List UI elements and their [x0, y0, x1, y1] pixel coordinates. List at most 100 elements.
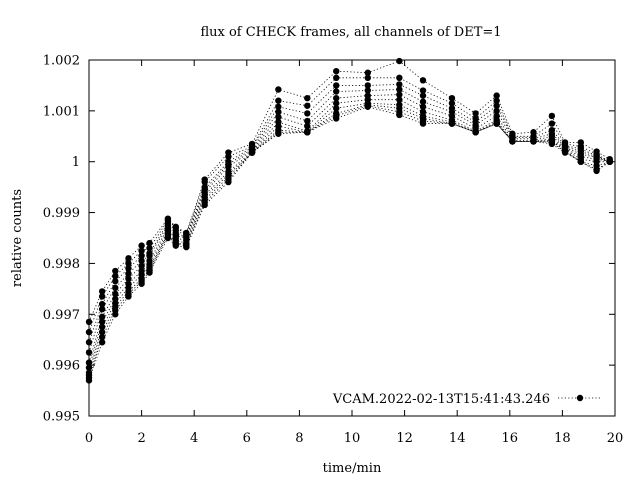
x-tick-label: 10	[344, 431, 361, 446]
legend: VCAM.2022-02-13T15:41:43.246	[332, 392, 602, 407]
data-point	[146, 239, 153, 247]
data-point	[201, 178, 208, 186]
data-point	[85, 339, 93, 346]
y-tick-label: 0.995	[43, 410, 80, 425]
data-point	[125, 275, 132, 282]
data-point	[493, 92, 500, 99]
data-point	[112, 284, 119, 292]
data-point	[98, 328, 106, 336]
data-point	[138, 242, 145, 249]
y-axis-label: relative counts	[10, 189, 25, 287]
x-tick-label: 20	[607, 431, 624, 446]
data-point	[364, 87, 371, 94]
data-point	[275, 130, 282, 137]
data-point	[396, 57, 403, 65]
data-point	[112, 272, 119, 280]
data-point	[530, 138, 537, 145]
data-point	[98, 339, 106, 346]
data-point	[85, 349, 93, 356]
legend-label: VCAM.2022-02-13T15:41:43.246	[332, 392, 550, 407]
data-point	[396, 81, 403, 88]
data-point	[333, 82, 340, 89]
data-point	[333, 115, 340, 122]
data-point	[396, 111, 403, 119]
x-axis-label: time/min	[323, 461, 382, 476]
x-tick-label: 2	[137, 431, 145, 446]
x-tick-label: 12	[396, 431, 413, 446]
data-point	[493, 97, 500, 104]
data-point	[396, 86, 403, 93]
data-point	[448, 94, 456, 102]
y-tick-label: 0.997	[43, 308, 80, 323]
data-point	[396, 96, 403, 103]
y-tick-label: 1.001	[43, 104, 80, 119]
data-point	[85, 318, 93, 326]
chart-title: flux of CHECK frames, all channels of DE…	[200, 25, 501, 40]
data-point	[98, 293, 106, 300]
data-point	[364, 69, 371, 76]
series-line	[88, 102, 610, 373]
x-tick-label: 4	[190, 431, 198, 446]
data-point	[125, 260, 132, 267]
data-point	[606, 158, 613, 165]
data-point	[146, 244, 153, 252]
x-tick-label: 18	[554, 431, 571, 446]
data-point	[138, 257, 145, 265]
data-point	[125, 270, 132, 277]
data-point	[98, 333, 106, 341]
data-point	[304, 110, 311, 117]
data-point	[333, 94, 340, 102]
data-point	[275, 103, 282, 110]
series-10	[85, 103, 613, 384]
data-point	[183, 243, 190, 251]
data-point	[472, 110, 479, 117]
data-point	[138, 252, 145, 259]
series-line	[88, 105, 610, 378]
data-point	[275, 113, 282, 121]
data-point	[419, 77, 427, 84]
data-point	[304, 94, 311, 102]
series-line	[88, 60, 610, 323]
data-point	[472, 129, 479, 136]
series-2	[85, 74, 613, 336]
data-point	[225, 178, 232, 186]
data-point	[333, 105, 340, 112]
data-point	[112, 267, 119, 275]
data-point	[396, 74, 403, 82]
x-tick-label: 8	[295, 431, 303, 446]
data-point	[275, 97, 282, 104]
data-point	[98, 300, 106, 308]
axes: 0 2 4 6 8 10 12 14 16 18 20 0.995 0.996 0.997 0.998 0.9…	[43, 54, 623, 447]
data-point	[561, 149, 569, 156]
x-tick-label: 0	[85, 431, 93, 446]
data-point	[448, 100, 456, 107]
data-point	[98, 323, 106, 331]
y-tick-label: 1	[72, 155, 80, 170]
data-point	[125, 255, 132, 262]
data-point	[364, 74, 371, 82]
data-point	[333, 67, 340, 75]
y-tick-label: 1.002	[43, 54, 80, 69]
series-line	[88, 89, 610, 353]
data-point	[225, 163, 232, 170]
data-point	[593, 167, 600, 175]
series-3	[85, 81, 613, 346]
data-point	[98, 306, 106, 313]
data-point	[419, 87, 427, 94]
data-point	[364, 103, 371, 110]
data-point	[419, 92, 427, 99]
data-point	[172, 242, 179, 249]
data-point	[548, 120, 556, 127]
y-tick-label: 0.996	[43, 359, 80, 374]
data-point	[201, 201, 208, 209]
data-point	[448, 120, 456, 127]
data-point	[146, 252, 153, 259]
data-point	[248, 149, 256, 156]
data-point	[419, 98, 427, 105]
x-tick-label: 6	[243, 431, 251, 446]
data-point	[125, 265, 132, 272]
data-point	[146, 269, 153, 276]
data-point	[138, 280, 145, 287]
data-point	[304, 129, 311, 136]
data-point	[364, 82, 371, 89]
